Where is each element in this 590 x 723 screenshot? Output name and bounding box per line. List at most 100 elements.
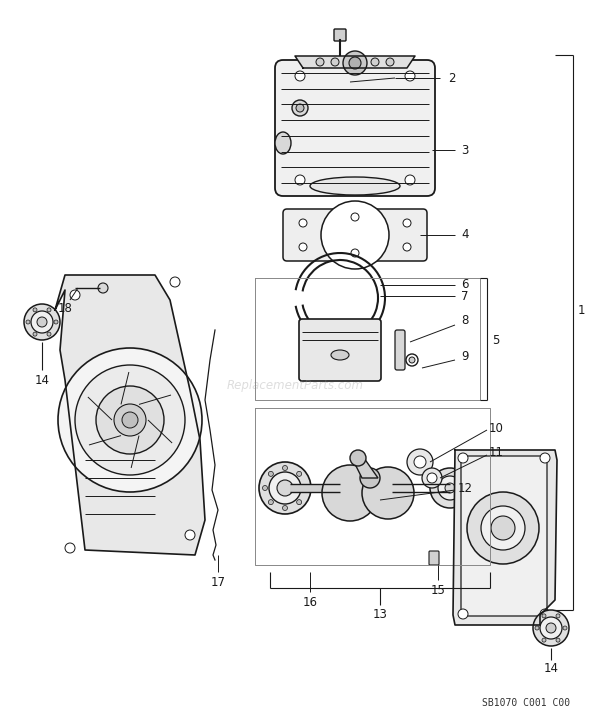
- Circle shape: [427, 473, 437, 483]
- Circle shape: [403, 219, 411, 227]
- Circle shape: [349, 57, 361, 69]
- FancyBboxPatch shape: [429, 551, 439, 565]
- Ellipse shape: [275, 132, 291, 154]
- Text: 10: 10: [489, 422, 503, 435]
- Text: 8: 8: [461, 314, 468, 327]
- Circle shape: [259, 462, 311, 514]
- Circle shape: [70, 290, 80, 300]
- Circle shape: [297, 500, 301, 505]
- Text: 12: 12: [457, 482, 473, 495]
- Circle shape: [24, 304, 60, 340]
- Circle shape: [414, 456, 426, 468]
- Text: 14: 14: [543, 662, 559, 675]
- Circle shape: [540, 609, 550, 619]
- Circle shape: [351, 213, 359, 221]
- Circle shape: [322, 465, 378, 521]
- FancyBboxPatch shape: [299, 319, 381, 381]
- Circle shape: [292, 100, 308, 116]
- Circle shape: [65, 543, 75, 553]
- Circle shape: [316, 58, 324, 66]
- Circle shape: [371, 58, 379, 66]
- Circle shape: [296, 104, 304, 112]
- Circle shape: [362, 467, 414, 519]
- Text: 15: 15: [431, 583, 445, 596]
- Circle shape: [263, 486, 267, 490]
- Text: 1: 1: [577, 304, 585, 317]
- Polygon shape: [55, 275, 205, 555]
- Circle shape: [33, 308, 37, 312]
- Circle shape: [277, 480, 293, 496]
- Text: 5: 5: [492, 333, 500, 346]
- Circle shape: [351, 249, 359, 257]
- Text: ReplacementParts.com: ReplacementParts.com: [227, 379, 363, 391]
- Circle shape: [269, 472, 301, 504]
- Circle shape: [283, 466, 287, 471]
- Circle shape: [540, 453, 550, 463]
- FancyBboxPatch shape: [461, 456, 547, 616]
- Circle shape: [386, 58, 394, 66]
- Circle shape: [299, 219, 307, 227]
- Circle shape: [321, 201, 389, 269]
- Circle shape: [268, 471, 273, 476]
- FancyBboxPatch shape: [275, 60, 435, 196]
- Circle shape: [47, 332, 51, 336]
- Circle shape: [47, 308, 51, 312]
- Text: 6: 6: [461, 278, 468, 291]
- Text: 13: 13: [372, 607, 388, 620]
- Text: 2: 2: [448, 72, 455, 85]
- Ellipse shape: [331, 350, 349, 360]
- Text: 7: 7: [461, 289, 468, 302]
- Circle shape: [563, 626, 567, 630]
- Circle shape: [122, 412, 138, 428]
- Circle shape: [303, 486, 307, 490]
- Circle shape: [405, 71, 415, 81]
- Circle shape: [343, 51, 367, 75]
- Text: 18: 18: [58, 301, 73, 315]
- Circle shape: [403, 243, 411, 251]
- Circle shape: [556, 614, 560, 618]
- Circle shape: [491, 516, 515, 540]
- Circle shape: [458, 609, 468, 619]
- Polygon shape: [352, 458, 378, 478]
- Circle shape: [283, 505, 287, 510]
- Circle shape: [350, 450, 366, 466]
- Circle shape: [467, 492, 539, 564]
- Text: 9: 9: [461, 351, 468, 364]
- Circle shape: [535, 626, 539, 630]
- Circle shape: [96, 386, 164, 454]
- Circle shape: [438, 476, 462, 500]
- Circle shape: [297, 471, 301, 476]
- Circle shape: [75, 365, 185, 475]
- Text: 11: 11: [489, 445, 503, 458]
- Circle shape: [268, 500, 273, 505]
- Circle shape: [54, 320, 58, 324]
- Circle shape: [422, 468, 442, 488]
- Circle shape: [481, 506, 525, 550]
- Circle shape: [295, 175, 305, 185]
- Circle shape: [406, 354, 418, 366]
- Circle shape: [542, 638, 546, 642]
- Text: 14: 14: [34, 374, 50, 387]
- Circle shape: [407, 449, 433, 475]
- Circle shape: [185, 530, 195, 540]
- Circle shape: [33, 332, 37, 336]
- Circle shape: [533, 610, 569, 646]
- Circle shape: [331, 58, 339, 66]
- Circle shape: [114, 404, 146, 436]
- Ellipse shape: [310, 177, 400, 195]
- Circle shape: [170, 277, 180, 287]
- Circle shape: [295, 71, 305, 81]
- Polygon shape: [453, 450, 557, 625]
- Text: 16: 16: [303, 596, 317, 609]
- Circle shape: [409, 357, 415, 363]
- Circle shape: [360, 468, 380, 488]
- Circle shape: [31, 311, 53, 333]
- Circle shape: [445, 483, 455, 493]
- Circle shape: [58, 348, 202, 492]
- Circle shape: [98, 283, 108, 293]
- Circle shape: [546, 623, 556, 633]
- Text: 3: 3: [461, 143, 468, 156]
- Circle shape: [542, 614, 546, 618]
- Circle shape: [556, 638, 560, 642]
- Circle shape: [299, 243, 307, 251]
